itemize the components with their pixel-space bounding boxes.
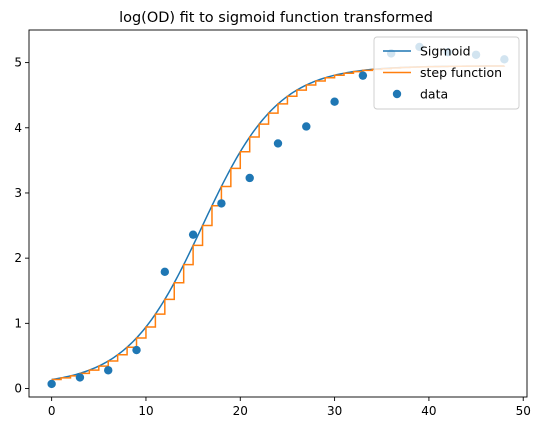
y-tick-label: 1 [14,316,22,330]
data-point [245,173,254,183]
data-point [160,267,170,277]
data-point [104,366,113,375]
legend-label: step function [420,65,502,80]
data-point [188,230,198,239]
x-tick-label: 30 [327,404,342,418]
chart-title: log(OD) fit to sigmoid function transfor… [119,10,433,26]
data-point [47,379,56,389]
x-tick-label: 10 [138,404,153,418]
x-tick-label: 40 [421,404,436,418]
legend: Sigmoid step function data [373,36,520,110]
step-function-line [51,65,506,381]
axes-frame [28,29,528,398]
x-tick-label: 50 [516,404,531,418]
x-tick-label: 0 [48,404,56,418]
legend-label: Sigmoid [420,44,471,59]
data-point [302,122,311,131]
y-tick-label: 3 [14,186,22,200]
axes-group: 0 10 20 30 40 50 0 1 2 3 4 5 [14,29,531,418]
y-tick-label: 0 [14,382,22,396]
y-tick-label: 5 [14,56,22,70]
legend-label: data [420,87,448,102]
data-point [75,373,85,382]
y-tick-label: 4 [14,121,22,135]
data-point [330,97,339,106]
legend-box [373,36,520,110]
data-point [358,71,368,80]
y-tick-label: 2 [14,251,22,265]
x-tick-label: 20 [233,404,248,418]
data-point [273,139,283,148]
data-point [132,345,141,355]
legend-swatch-marker [392,89,402,99]
data-point [217,199,226,208]
